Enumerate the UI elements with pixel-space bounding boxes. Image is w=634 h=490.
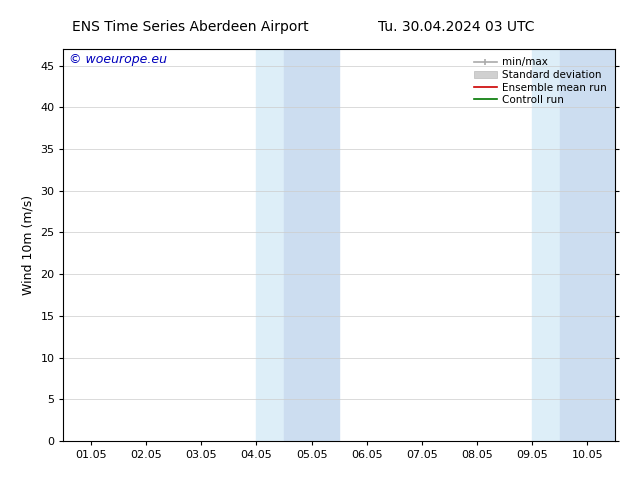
Bar [284, 49, 339, 441]
Bar [560, 49, 615, 441]
Bar [533, 49, 560, 441]
Legend: min/max, Standard deviation, Ensemble mean run, Controll run: min/max, Standard deviation, Ensemble me… [470, 54, 610, 108]
Text: © woeurope.eu: © woeurope.eu [69, 53, 167, 66]
Text: Tu. 30.04.2024 03 UTC: Tu. 30.04.2024 03 UTC [378, 20, 534, 34]
Bar [256, 49, 284, 441]
Y-axis label: Wind 10m (m/s): Wind 10m (m/s) [22, 195, 35, 295]
Text: ENS Time Series Aberdeen Airport: ENS Time Series Aberdeen Airport [72, 20, 309, 34]
